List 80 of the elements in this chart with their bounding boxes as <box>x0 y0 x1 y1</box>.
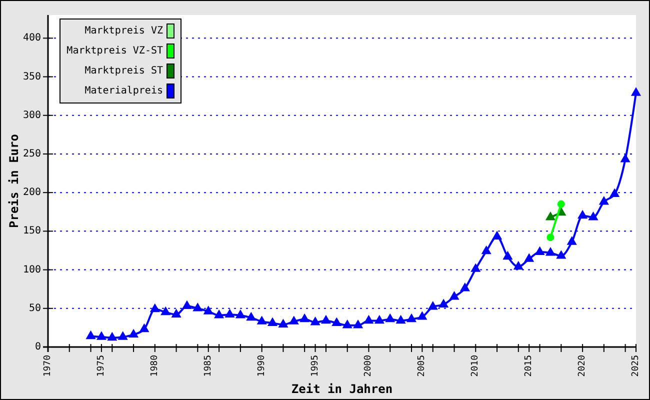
x-tick-label: 1975 <box>96 355 106 377</box>
x-tick-label: 1985 <box>203 355 214 377</box>
y-tick-label: 350 <box>22 71 41 82</box>
point <box>630 87 642 96</box>
y-tick-label: 250 <box>22 148 41 160</box>
legend-label: Marktpreis ST <box>84 66 163 76</box>
legend-label: Marktpreis VZ <box>84 26 163 36</box>
point <box>192 302 203 312</box>
x-tick-label: 2020 <box>578 355 588 377</box>
point <box>320 314 332 324</box>
point <box>288 316 299 324</box>
point <box>214 310 224 318</box>
point <box>545 246 556 256</box>
point <box>352 320 364 328</box>
y-tick-label: 50 <box>28 302 41 314</box>
point <box>502 250 513 260</box>
x-tick-label: 2025 <box>631 355 641 377</box>
point <box>364 314 374 324</box>
y-tick-label: 0 <box>34 342 41 352</box>
y-tick-label: 300 <box>22 110 41 121</box>
x-tick-label: 2005 <box>417 355 428 377</box>
point <box>470 263 481 272</box>
x-tick-label: 2010 <box>470 355 481 377</box>
point <box>256 316 267 324</box>
x-axis-title: Zeit in Jahren <box>291 382 393 396</box>
x-tick-label: 1995 <box>310 355 320 377</box>
point <box>438 298 449 308</box>
point <box>150 303 160 312</box>
point <box>278 318 288 328</box>
point <box>492 230 502 240</box>
point <box>481 245 492 254</box>
point <box>160 306 171 316</box>
x-tick-label: 1990 <box>256 355 267 377</box>
point <box>598 196 609 205</box>
point <box>566 236 577 245</box>
point <box>300 313 310 322</box>
point <box>203 306 214 314</box>
point <box>406 313 417 322</box>
point <box>620 154 630 162</box>
point <box>171 308 182 318</box>
x-tick-label: 2000 <box>364 355 374 377</box>
y-tick-label: 150 <box>22 226 41 237</box>
point <box>332 317 342 326</box>
y-tick-label: 100 <box>22 264 41 276</box>
point <box>588 211 598 220</box>
point <box>428 301 438 310</box>
point <box>342 320 352 328</box>
point <box>524 253 534 262</box>
point <box>534 246 545 255</box>
point <box>128 328 139 338</box>
point <box>224 308 235 318</box>
point <box>118 331 128 340</box>
point <box>513 260 524 270</box>
legend-label: Materialpreis <box>84 86 163 96</box>
point <box>182 300 192 309</box>
point <box>374 314 384 324</box>
point <box>610 188 620 198</box>
point <box>310 316 320 326</box>
point <box>86 330 96 340</box>
x-tick-label: 1980 <box>150 355 160 377</box>
point <box>449 290 460 300</box>
point <box>578 210 588 219</box>
point <box>557 200 565 208</box>
y-tick-label: 400 <box>22 32 41 44</box>
point <box>96 331 106 340</box>
x-tick-label: 2015 <box>524 355 534 377</box>
point <box>385 313 396 322</box>
y-tick-label: 200 <box>22 187 41 198</box>
point <box>460 282 470 292</box>
legend-label: Marktpreis VZ-ST <box>66 46 163 56</box>
point <box>246 312 256 321</box>
point <box>235 310 246 318</box>
point <box>139 323 150 332</box>
point <box>556 250 566 259</box>
point <box>417 311 428 320</box>
y-axis-title: Preis in Euro <box>7 134 21 228</box>
point <box>396 314 406 324</box>
point <box>267 317 278 326</box>
point <box>107 332 118 341</box>
x-tick-label: 1970 <box>43 355 53 377</box>
